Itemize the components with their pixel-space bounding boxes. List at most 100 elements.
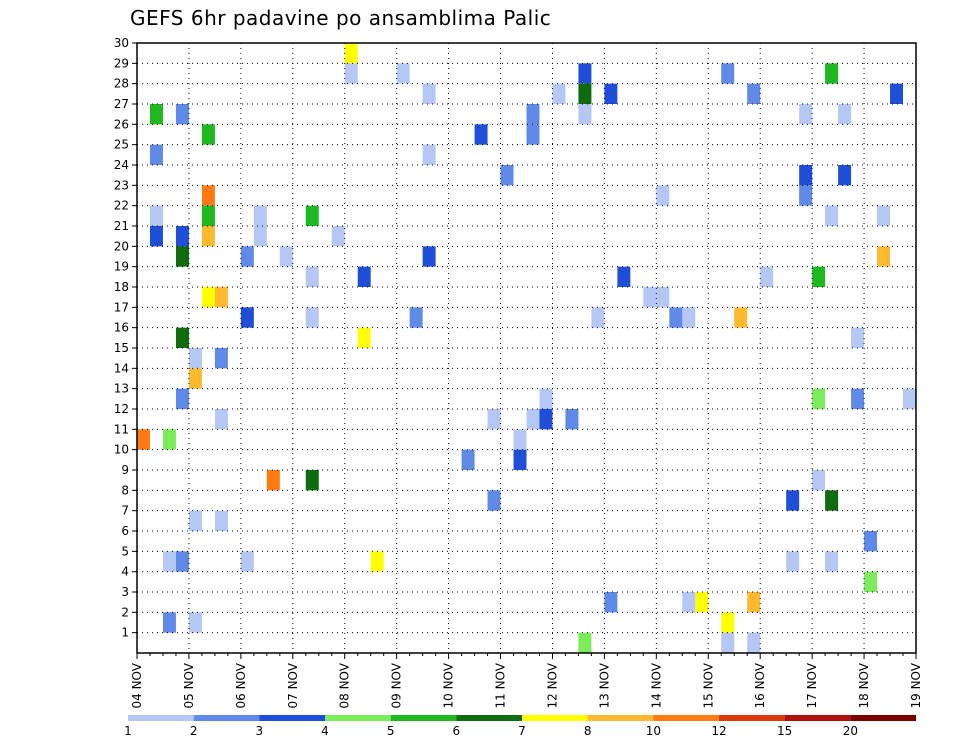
heat-cell: [305, 266, 319, 287]
heat-cell: [669, 307, 683, 328]
heat-cell: [175, 246, 189, 267]
colorbar-label: 2: [190, 724, 198, 738]
heat-cell: [838, 165, 852, 186]
y-tick-label: 25: [114, 138, 129, 152]
heat-cell: [552, 83, 566, 104]
heat-cell: [175, 226, 189, 247]
heat-cell: [175, 104, 189, 125]
heat-cell: [539, 388, 553, 409]
heat-cell: [617, 266, 631, 287]
heat-cell: [396, 63, 410, 84]
heat-cell: [760, 266, 774, 287]
x-tick-label: 05 NOV: [182, 662, 196, 708]
heat-cell: [344, 63, 358, 84]
heat-cell: [565, 409, 579, 430]
colorbar-label: 3: [256, 724, 264, 738]
y-tick-label: 26: [114, 117, 129, 131]
colorbar-segment: [653, 715, 719, 721]
heat-cell: [357, 266, 371, 287]
colorbar-segment: [522, 715, 588, 721]
heat-cell: [643, 287, 657, 308]
heat-cell: [175, 327, 189, 348]
y-tick-label: 22: [114, 199, 129, 213]
heat-cell: [825, 490, 839, 511]
colorbar-segment: [850, 715, 916, 721]
x-tick-label: 04 NOV: [130, 662, 144, 708]
y-tick-label: 29: [114, 56, 129, 70]
heat-cell: [877, 246, 891, 267]
heat-cell: [422, 246, 436, 267]
colorbar-segment: [784, 715, 851, 721]
heat-cell: [201, 205, 215, 226]
heat-cell: [604, 592, 618, 613]
heat-cell: [656, 287, 670, 308]
x-tick-label: 16 NOV: [753, 662, 767, 708]
heat-cell: [474, 124, 488, 145]
heat-cell: [799, 104, 813, 125]
x-tick-label: 13 NOV: [597, 662, 611, 708]
x-tick-label: 14 NOV: [649, 662, 663, 708]
heat-cell: [149, 226, 163, 247]
heat-cell: [201, 226, 215, 247]
heat-cell: [812, 266, 826, 287]
colorbar-label: 6: [453, 724, 461, 738]
y-tick-label: 21: [114, 219, 129, 233]
colorbar-segment: [259, 715, 325, 721]
y-tick-label: 28: [114, 77, 129, 91]
y-tick-label: 20: [114, 239, 129, 253]
heat-cell: [578, 632, 592, 653]
heat-cell: [305, 205, 319, 226]
colorbar-label: 5: [387, 724, 395, 738]
heat-cell: [890, 83, 904, 104]
heat-cell: [864, 571, 878, 592]
heat-cell: [578, 63, 592, 84]
y-tick-label: 7: [121, 504, 129, 518]
heat-cell: [137, 429, 150, 450]
heat-cell: [188, 510, 202, 531]
heat-cell: [357, 327, 371, 348]
heat-cell: [500, 165, 514, 186]
heat-cell: [201, 287, 215, 308]
y-tick-label: 24: [114, 158, 129, 172]
heat-cell: [201, 124, 215, 145]
x-tick-label: 09 NOV: [390, 662, 404, 708]
heat-cell: [604, 83, 618, 104]
y-tick-label: 23: [114, 178, 129, 192]
colorbar-segment: [390, 715, 457, 721]
colorbar-label: 1: [124, 724, 132, 738]
heat-cell: [162, 429, 176, 450]
heat-cell: [812, 470, 826, 491]
heat-cell: [838, 104, 852, 125]
heat-cell: [825, 63, 839, 84]
heat-cell: [864, 531, 878, 552]
heat-cell: [305, 470, 319, 491]
axes-layer: 1234567891011121314151617181920212223242…: [114, 36, 923, 709]
heat-cell: [877, 205, 891, 226]
heat-cell: [305, 307, 319, 328]
heat-cell: [331, 226, 345, 247]
y-tick-label: 1: [121, 626, 129, 640]
y-tick-label: 12: [114, 402, 129, 416]
heat-cell: [526, 104, 540, 125]
heat-cell: [188, 368, 202, 389]
heat-cell: [149, 144, 163, 165]
heat-cell: [162, 551, 176, 572]
heat-cell: [487, 490, 501, 511]
heat-cell: [721, 612, 735, 633]
y-tick-label: 18: [114, 280, 129, 294]
heat-cell: [513, 449, 527, 470]
heat-cell: [409, 307, 423, 328]
heat-cell: [422, 83, 436, 104]
y-tick-label: 16: [114, 321, 129, 335]
x-tick-label: 18 NOV: [857, 662, 871, 708]
heat-cell: [682, 307, 696, 328]
heat-cell: [214, 287, 228, 308]
y-tick-label: 3: [121, 585, 129, 599]
heat-cell: [344, 43, 358, 64]
heat-cell: [721, 63, 735, 84]
heat-cell: [695, 592, 709, 613]
y-tick-label: 15: [114, 341, 129, 355]
y-tick-label: 11: [114, 422, 129, 436]
y-tick-label: 5: [121, 544, 129, 558]
heat-cell: [201, 185, 215, 206]
